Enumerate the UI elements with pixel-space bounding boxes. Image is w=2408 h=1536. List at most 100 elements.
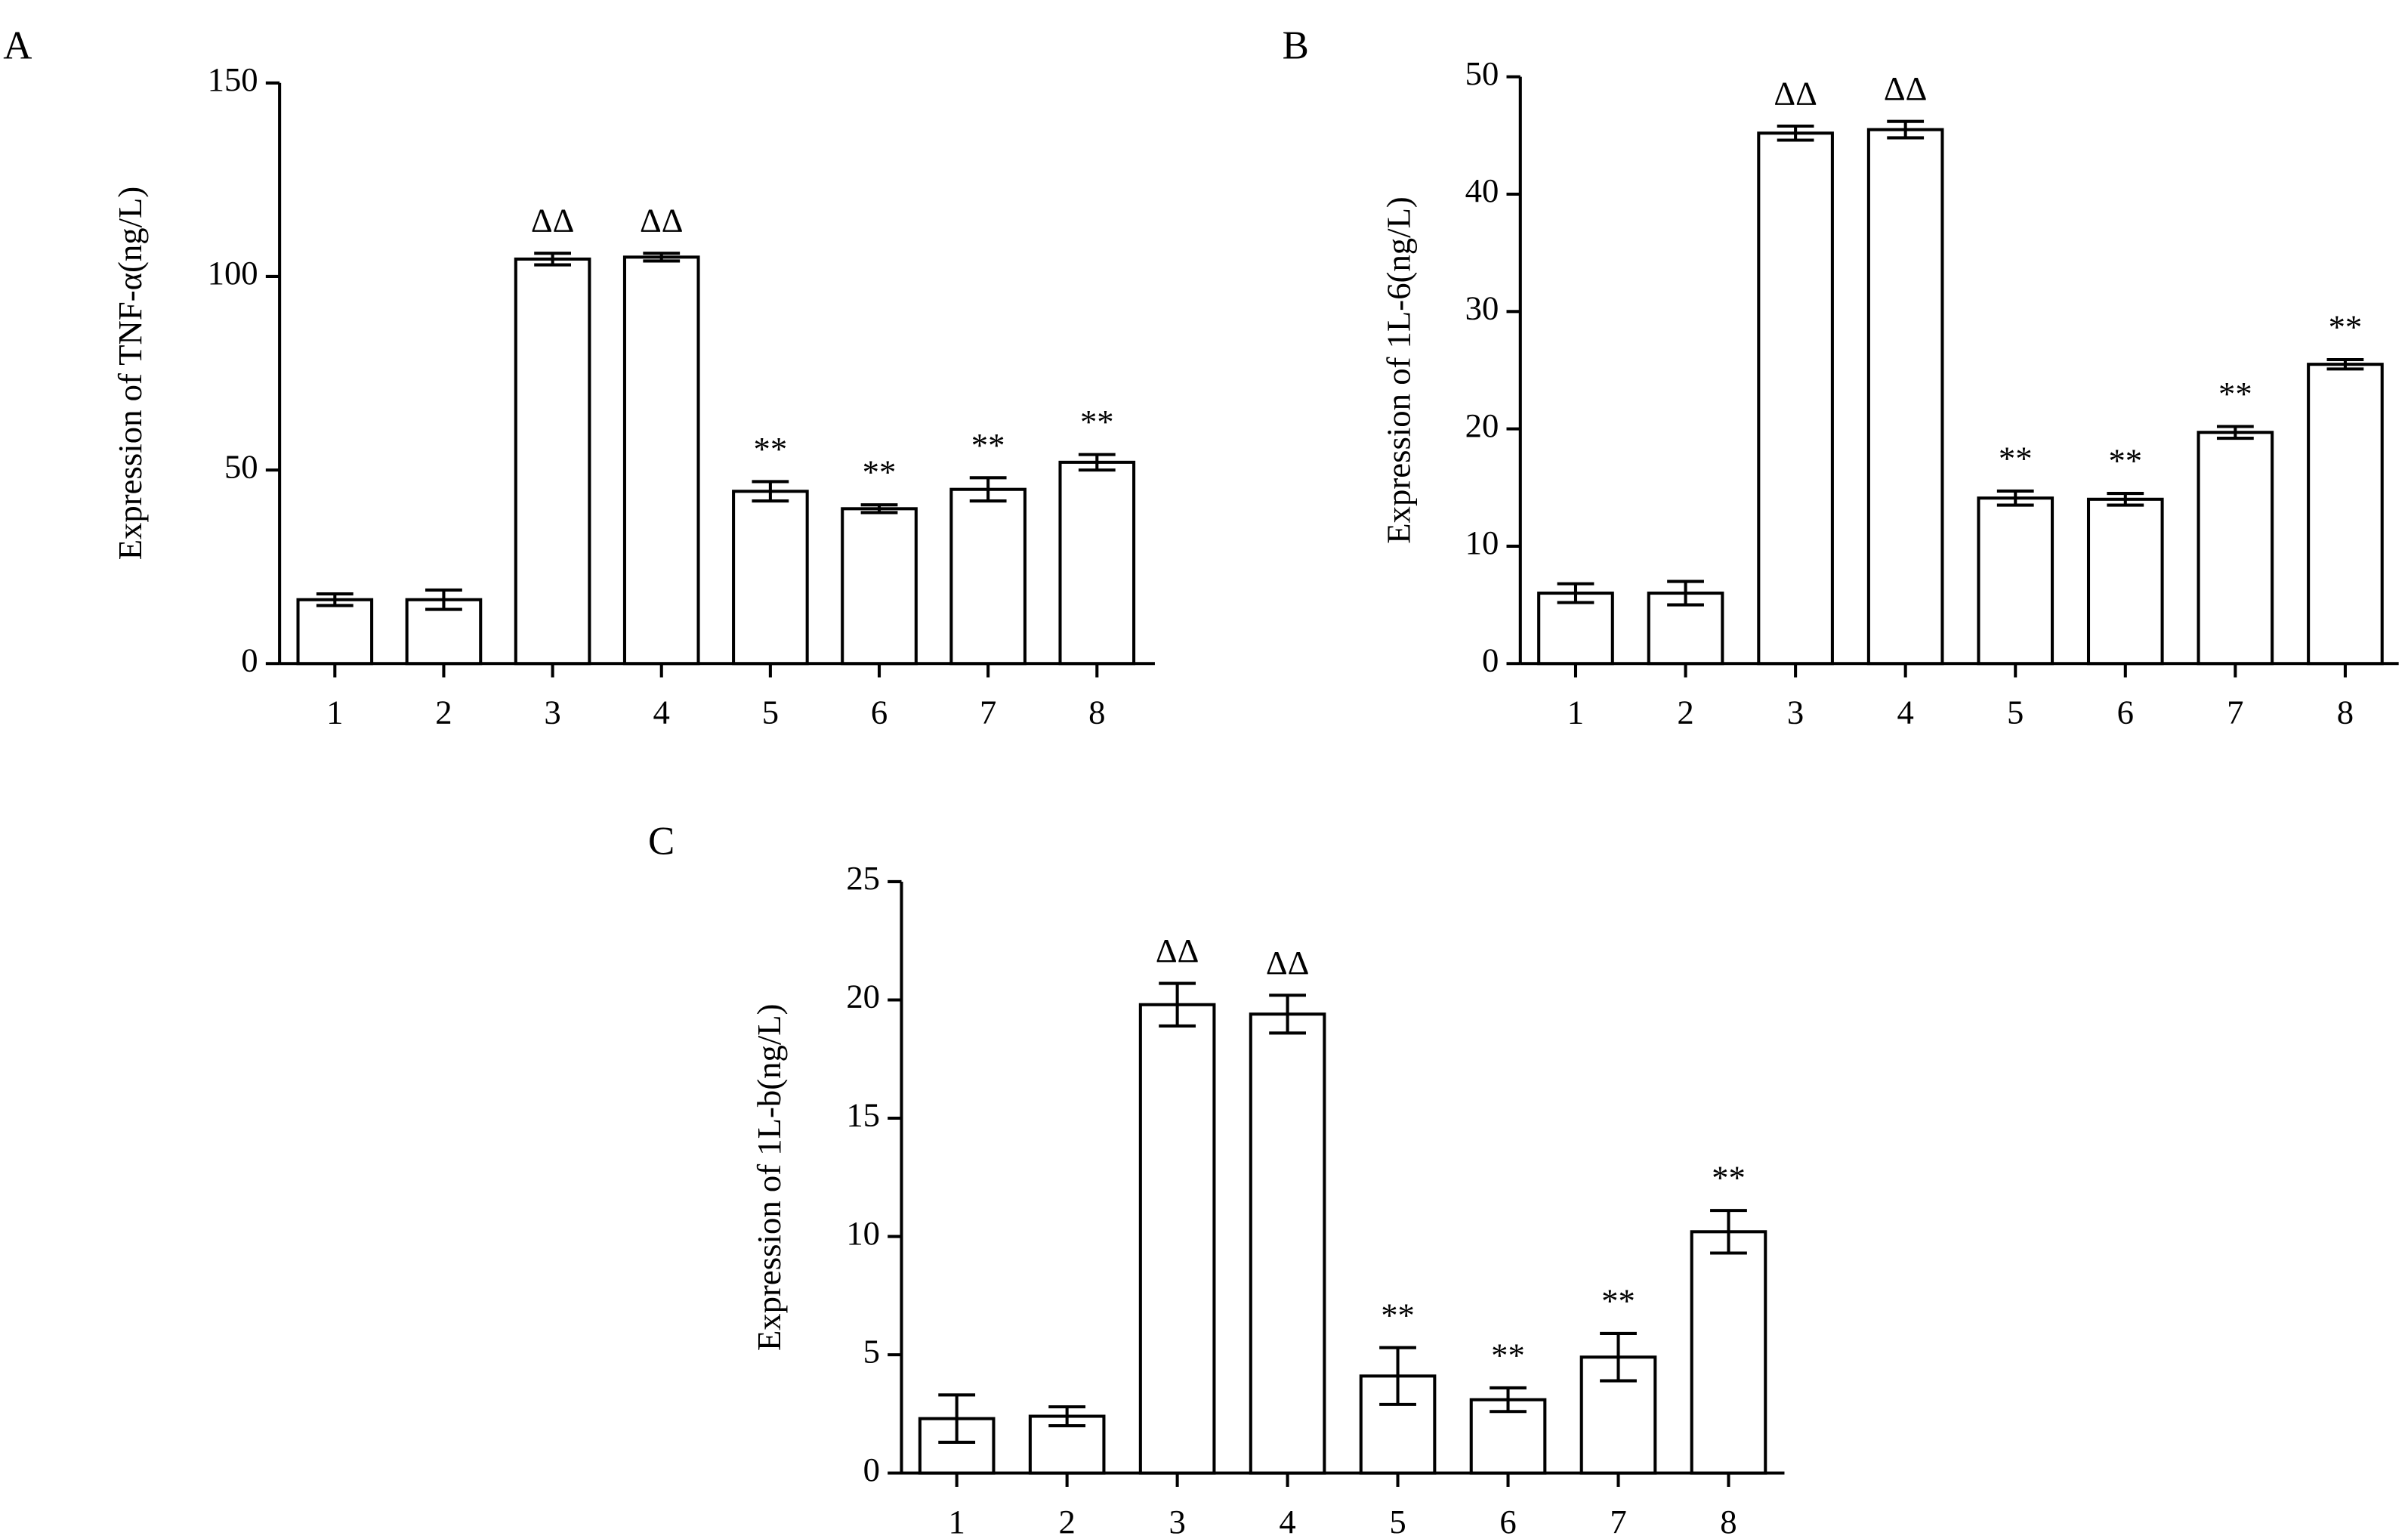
error-bar — [2216, 425, 2254, 440]
significance-label: ** — [1491, 1336, 1525, 1374]
bar — [296, 598, 374, 666]
bar — [1138, 1003, 1216, 1475]
bar — [1866, 128, 1944, 666]
x-tick-label: 1 — [1567, 694, 1584, 731]
significance-label: ** — [1999, 439, 2033, 477]
bar — [2197, 431, 2274, 666]
y-tick-label: 30 — [1465, 289, 1499, 327]
y-tick-label: 20 — [846, 978, 880, 1015]
significance-label: ΔΔ — [640, 202, 684, 240]
significance-label: ** — [1080, 403, 1114, 440]
error-bar — [1159, 981, 1196, 1028]
error-bar — [1048, 1405, 1086, 1428]
error-bar — [752, 480, 789, 503]
significance-label: ΔΔ — [1774, 74, 1817, 112]
significance-label: ** — [2218, 375, 2252, 413]
bar — [2086, 497, 2164, 666]
x-tick-label: 2 — [1058, 1503, 1075, 1536]
y-tick-label: 10 — [846, 1214, 880, 1252]
chart-panel: C Expression of 1L-b(ng/L) 0 5 10 15 20 25 1 2 3 ΔΔ… — [648, 819, 1785, 1536]
error-bar — [1269, 994, 1306, 1035]
y-axis-title: Expression of TNF-α(ng/L) — [111, 187, 149, 561]
x-tick-label: 6 — [2117, 694, 2134, 731]
error-bar — [2107, 492, 2144, 507]
error-bar — [1078, 453, 1116, 472]
x-tick-label: 2 — [435, 694, 452, 731]
x-tick-label: 5 — [1389, 1503, 1406, 1536]
y-tick-label: 25 — [846, 859, 880, 897]
significance-label: ** — [2329, 308, 2363, 346]
chart-panel: A Expression of TNF-α(ng/L) 0 50 100 150 1 2 3 ΔΔ… — [3, 23, 1155, 731]
x-tick-label: 4 — [1279, 1503, 1295, 1536]
error-bar — [1996, 489, 2034, 507]
x-tick-label: 6 — [871, 694, 888, 731]
error-bar — [938, 1393, 976, 1444]
panel-label: A — [3, 23, 32, 67]
error-bar — [1777, 124, 1814, 142]
x-tick-label: 4 — [653, 694, 670, 731]
chart-panel: B Expression of 1L-6(ng/L) 0 10 20 30 40 50 1 2 3 Δ… — [1283, 23, 2399, 731]
x-tick-label: 4 — [1897, 694, 1913, 731]
error-bar — [643, 252, 681, 263]
bar — [1977, 496, 2055, 666]
y-tick-label: 5 — [863, 1332, 880, 1370]
x-tick-label: 1 — [949, 1503, 965, 1536]
bar — [622, 255, 700, 666]
significance-label: ΔΔ — [1156, 932, 1199, 969]
y-tick-label: 0 — [1482, 641, 1499, 679]
x-tick-label: 8 — [2337, 694, 2354, 731]
x-tick-label: 3 — [544, 694, 560, 731]
y-tick-label: 10 — [1465, 524, 1499, 561]
bar — [732, 490, 809, 666]
bar — [1690, 1230, 1767, 1475]
error-bar — [1557, 582, 1595, 604]
bar — [2307, 363, 2384, 666]
x-tick-label: 5 — [2007, 694, 2024, 731]
x-tick-label: 1 — [326, 694, 343, 731]
error-bar — [2326, 357, 2364, 371]
significance-label: ** — [1601, 1281, 1635, 1319]
significance-label: ΔΔ — [1266, 944, 1310, 981]
error-bar — [1490, 1386, 1527, 1414]
significance-label: ΔΔ — [1884, 70, 1928, 107]
y-tick-label: 150 — [208, 60, 258, 98]
panel-label: B — [1283, 23, 1309, 67]
y-tick-label: 50 — [1465, 54, 1499, 92]
bar — [949, 487, 1026, 666]
y-axis-title: Expression of 1L-6(ng/L) — [1379, 196, 1417, 544]
significance-label: ** — [863, 453, 897, 491]
y-tick-label: 0 — [241, 641, 258, 679]
x-tick-label: 8 — [1088, 694, 1105, 731]
x-tick-label: 3 — [1787, 694, 1804, 731]
panel-label: C — [648, 819, 675, 863]
bar — [514, 257, 591, 666]
bar — [1058, 460, 1136, 666]
bar — [1249, 1012, 1326, 1475]
error-bar — [1667, 579, 1704, 607]
significance-label: ** — [971, 426, 1005, 464]
x-tick-label: 7 — [2227, 694, 2243, 731]
error-bar — [534, 252, 571, 267]
x-tick-label: 2 — [1677, 694, 1693, 731]
significance-label: ** — [1381, 1296, 1415, 1334]
y-tick-label: 40 — [1465, 172, 1499, 209]
y-tick-label: 15 — [846, 1096, 880, 1133]
error-bar — [1710, 1209, 1747, 1255]
bar — [1537, 592, 1614, 666]
x-tick-label: 8 — [1720, 1503, 1737, 1536]
significance-label: ** — [1712, 1159, 1746, 1197]
x-tick-label: 5 — [762, 694, 779, 731]
bar — [841, 507, 918, 666]
y-axis-title: Expression of 1L-b(ng/L) — [750, 1004, 788, 1352]
error-bar — [425, 588, 462, 611]
y-tick-label: 50 — [224, 447, 258, 485]
significance-label: ΔΔ — [531, 202, 575, 240]
significance-label: ** — [754, 430, 788, 468]
error-bar — [969, 476, 1007, 503]
y-tick-label: 0 — [863, 1451, 880, 1488]
significance-label: ** — [2108, 442, 2142, 480]
y-tick-label: 20 — [1465, 406, 1499, 444]
error-bar — [1379, 1346, 1416, 1406]
